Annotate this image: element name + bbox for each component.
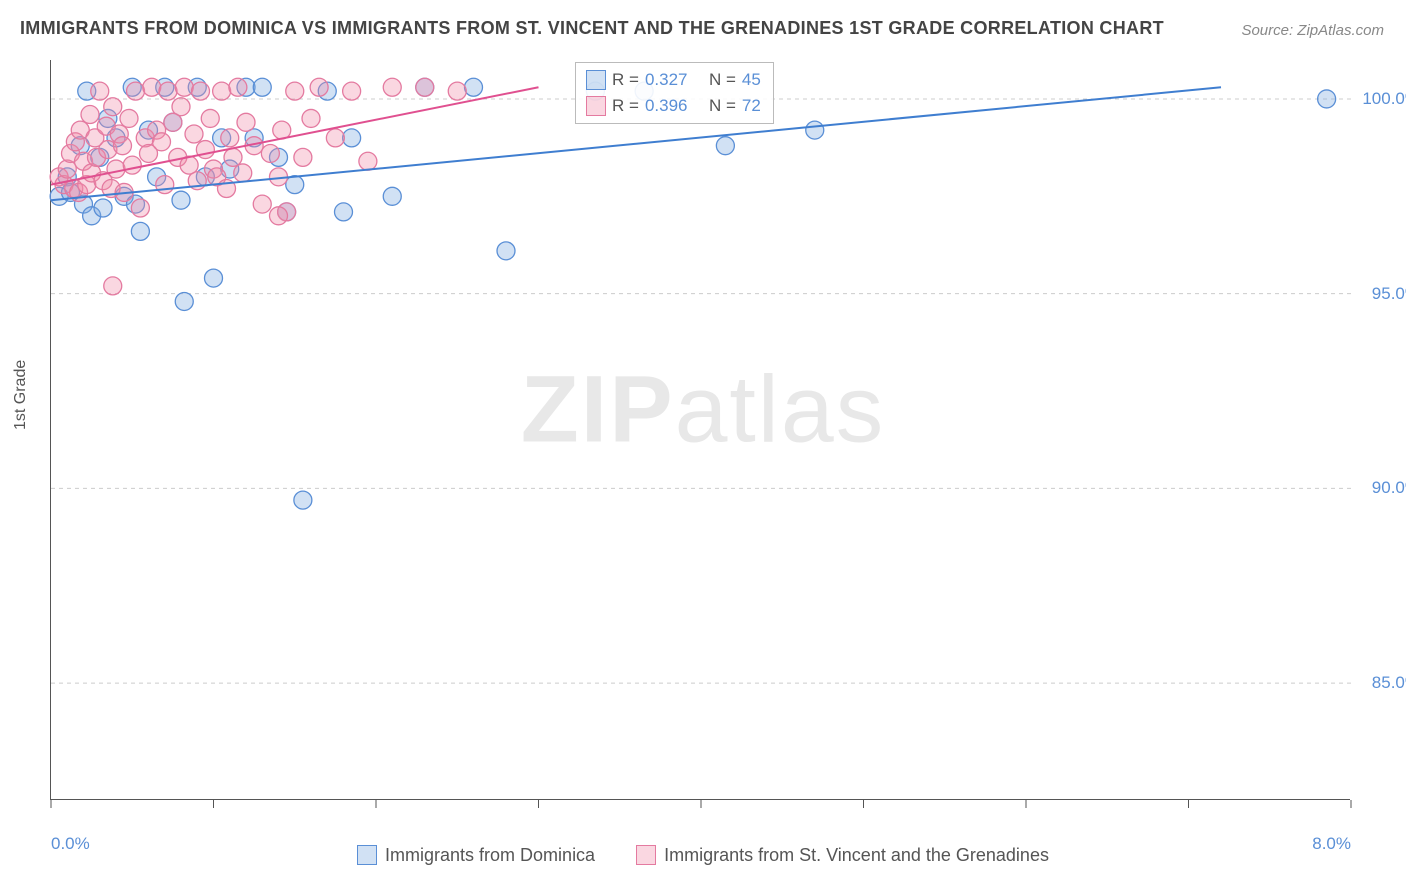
scatter-point: [229, 78, 247, 96]
scatter-point: [270, 207, 288, 225]
legend-value-n-1: 45: [742, 67, 761, 93]
stats-legend-box: R = 0.327 N = 45 R = 0.396 N = 72: [575, 62, 774, 124]
scatter-point: [343, 82, 361, 100]
scatter-point: [213, 82, 231, 100]
scatter-point: [94, 199, 112, 217]
scatter-point: [172, 191, 190, 209]
scatter-point: [310, 78, 328, 96]
scatter-point: [107, 160, 125, 178]
scatter-point: [806, 121, 824, 139]
scatter-svg: [51, 60, 1351, 800]
scatter-point: [286, 176, 304, 194]
scatter-point: [286, 82, 304, 100]
scatter-point: [205, 269, 223, 287]
legend-swatch-blue: [586, 70, 606, 90]
scatter-point: [302, 109, 320, 127]
legend-label-r: R =: [612, 93, 639, 119]
scatter-point: [104, 277, 122, 295]
legend-value-r-2: 0.396: [645, 93, 688, 119]
scatter-point: [81, 106, 99, 124]
source-attribution: Source: ZipAtlas.com: [1241, 22, 1384, 39]
scatter-point: [237, 113, 255, 131]
scatter-point: [131, 222, 149, 240]
scatter-point: [114, 137, 132, 155]
plot-area: 85.0%90.0%95.0%100.0%0.0%8.0%: [50, 60, 1350, 800]
scatter-point: [416, 78, 434, 96]
scatter-point: [261, 144, 279, 162]
scatter-point: [234, 164, 252, 182]
stats-legend-row-1: R = 0.327 N = 45: [586, 67, 761, 93]
scatter-point: [335, 203, 353, 221]
scatter-point: [58, 160, 76, 178]
bottom-legend-label-1: Immigrants from Dominica: [385, 845, 595, 866]
legend-label-n: N =: [709, 67, 736, 93]
legend-label-n: N =: [709, 93, 736, 119]
scatter-point: [192, 82, 210, 100]
scatter-point: [175, 78, 193, 96]
scatter-point: [104, 98, 122, 116]
scatter-point: [185, 125, 203, 143]
scatter-point: [156, 176, 174, 194]
scatter-point: [383, 187, 401, 205]
scatter-point: [465, 78, 483, 96]
scatter-point: [91, 82, 109, 100]
stats-legend-row-2: R = 0.396 N = 72: [586, 93, 761, 119]
scatter-point: [123, 156, 141, 174]
legend-value-r-1: 0.327: [645, 67, 688, 93]
scatter-point: [159, 82, 177, 100]
scatter-point: [294, 148, 312, 166]
legend-value-n-2: 72: [742, 93, 761, 119]
scatter-point: [359, 152, 377, 170]
y-tick-label: 85.0%: [1372, 673, 1406, 693]
scatter-point: [224, 148, 242, 166]
scatter-point: [343, 129, 361, 147]
legend-label-r: R =: [612, 67, 639, 93]
scatter-point: [253, 195, 271, 213]
scatter-point: [201, 109, 219, 127]
bottom-legend: Immigrants from Dominica Immigrants from…: [0, 845, 1406, 871]
scatter-point: [383, 78, 401, 96]
y-tick-label: 100.0%: [1362, 89, 1406, 109]
scatter-point: [716, 137, 734, 155]
y-axis-title: 1st Grade: [12, 360, 30, 430]
scatter-point: [294, 491, 312, 509]
scatter-point: [127, 82, 145, 100]
legend-swatch-blue: [357, 845, 377, 865]
scatter-point: [497, 242, 515, 260]
scatter-point: [120, 109, 138, 127]
bottom-legend-item-1: Immigrants from Dominica: [357, 845, 595, 866]
scatter-point: [131, 199, 149, 217]
scatter-point: [1318, 90, 1336, 108]
scatter-point: [448, 82, 466, 100]
legend-swatch-pink: [636, 845, 656, 865]
y-tick-label: 95.0%: [1372, 284, 1406, 304]
scatter-point: [253, 78, 271, 96]
y-tick-label: 90.0%: [1372, 478, 1406, 498]
scatter-point: [172, 98, 190, 116]
scatter-point: [326, 129, 344, 147]
scatter-point: [143, 78, 161, 96]
scatter-point: [153, 133, 171, 151]
legend-swatch-pink: [586, 96, 606, 116]
scatter-point: [221, 129, 239, 147]
bottom-legend-label-2: Immigrants from St. Vincent and the Gren…: [664, 845, 1049, 866]
bottom-legend-item-2: Immigrants from St. Vincent and the Gren…: [636, 845, 1049, 866]
page-title: IMMIGRANTS FROM DOMINICA VS IMMIGRANTS F…: [20, 18, 1164, 39]
scatter-point: [175, 292, 193, 310]
